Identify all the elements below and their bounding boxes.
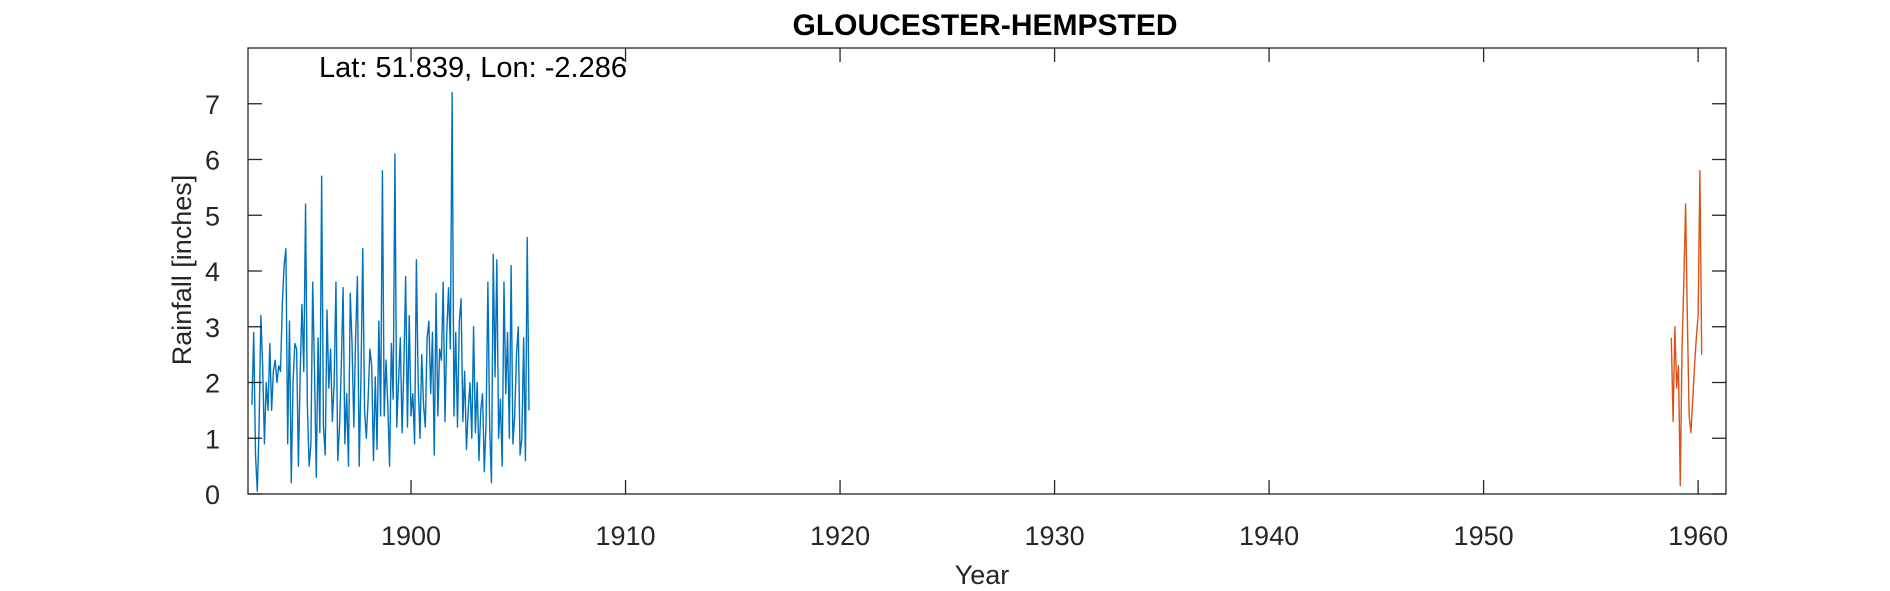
y-tick-label: 6 [205, 146, 220, 176]
x-tick-label: 1920 [810, 521, 870, 551]
axes-box [247, 47, 1727, 495]
y-tick-label: 7 [205, 90, 220, 120]
chart-title: GLOUCESTER-HEMPSTED [792, 9, 1177, 42]
series-layer [251, 91, 1703, 492]
x-axis-label: Year [955, 560, 1010, 590]
y-axis-label: Rainfall [inches] [167, 175, 197, 366]
y-tick-label: 2 [205, 369, 220, 399]
y-tick-label: 3 [205, 313, 220, 343]
y-tick-label: 0 [205, 480, 220, 510]
location-annotation: Lat: 51.839, Lon: -2.286 [319, 52, 627, 84]
x-tick-label: 1910 [596, 521, 656, 551]
plot-area-frame [247, 47, 1727, 495]
x-tick-label: 1960 [1668, 521, 1728, 551]
series-line-1 [251, 91, 530, 492]
y-tick-label: 1 [205, 424, 220, 454]
series-line-2 [1670, 169, 1703, 487]
x-tick-label: 1930 [1025, 521, 1085, 551]
x-tick-label: 1950 [1454, 521, 1514, 551]
x-tick-label: 1940 [1239, 521, 1299, 551]
y-tick-label: 4 [205, 257, 220, 287]
ticks-layer: 1900 1910 1920 1930 1940 1950 1960 0 1 2 3 4 5 6 7 [205, 48, 1728, 551]
y-tick-label: 5 [205, 201, 220, 231]
x-tick-label: 1900 [381, 521, 441, 551]
